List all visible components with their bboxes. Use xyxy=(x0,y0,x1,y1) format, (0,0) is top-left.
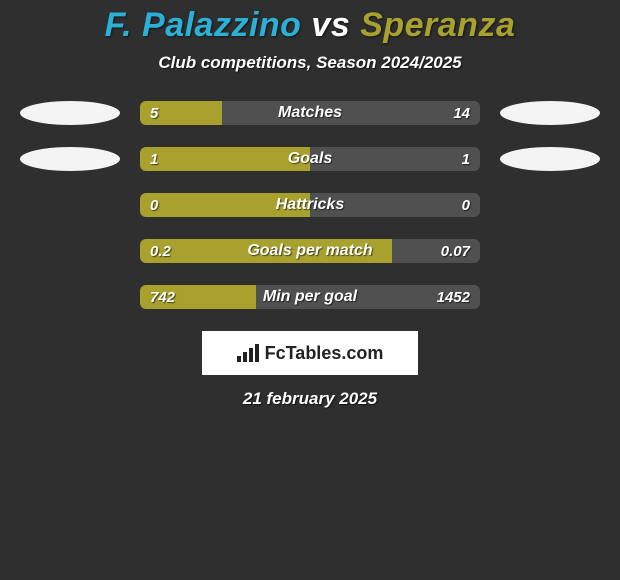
stat-row: 00Hattricks xyxy=(0,193,620,217)
stat-value-right: 14 xyxy=(453,101,470,125)
bar-left-fill xyxy=(140,239,392,263)
stat-rows: 514Matches11Goals00Hattricks0.20.07Goals… xyxy=(0,101,620,309)
player2-name: Speranza xyxy=(360,6,515,44)
bar-right-fill xyxy=(310,193,480,217)
stat-value-left: 1 xyxy=(150,147,158,171)
stat-bar: 514Matches xyxy=(140,101,480,125)
date-label: 21 february 2025 xyxy=(0,389,620,409)
player1-name: F. Palazzino xyxy=(105,6,302,44)
page-title: F. Palazzino vs Speranza xyxy=(0,6,620,45)
stat-row: 11Goals xyxy=(0,147,620,171)
stat-row: 7421452Min per goal xyxy=(0,285,620,309)
stat-value-right: 1452 xyxy=(437,285,470,309)
stat-bar: 11Goals xyxy=(140,147,480,171)
bar-left-fill xyxy=(140,147,310,171)
stat-value-right: 0.07 xyxy=(441,239,470,263)
stat-value-left: 742 xyxy=(150,285,175,309)
bar-left-fill xyxy=(140,193,310,217)
stat-value-left: 0 xyxy=(150,193,158,217)
stat-value-left: 5 xyxy=(150,101,158,125)
stat-row: 514Matches xyxy=(0,101,620,125)
bar-chart-icon xyxy=(237,344,259,362)
stat-row: 0.20.07Goals per match xyxy=(0,239,620,263)
stat-bar: 0.20.07Goals per match xyxy=(140,239,480,263)
stat-bar: 7421452Min per goal xyxy=(140,285,480,309)
comparison-infographic: F. Palazzino vs Speranza Club competitio… xyxy=(0,0,620,409)
stat-bar: 00Hattricks xyxy=(140,193,480,217)
stat-value-left: 0.2 xyxy=(150,239,171,263)
bar-right-fill xyxy=(310,147,480,171)
stat-value-right: 1 xyxy=(462,147,470,171)
brand-box: FcTables.com xyxy=(202,331,418,375)
player2-ellipse xyxy=(500,147,600,171)
stat-value-right: 0 xyxy=(462,193,470,217)
player1-ellipse xyxy=(20,147,120,171)
player2-ellipse xyxy=(500,101,600,125)
bar-right-fill xyxy=(222,101,480,125)
brand-name: FcTables.com xyxy=(265,343,384,364)
vs-label: vs xyxy=(311,6,350,44)
subtitle: Club competitions, Season 2024/2025 xyxy=(0,53,620,73)
player1-ellipse xyxy=(20,101,120,125)
